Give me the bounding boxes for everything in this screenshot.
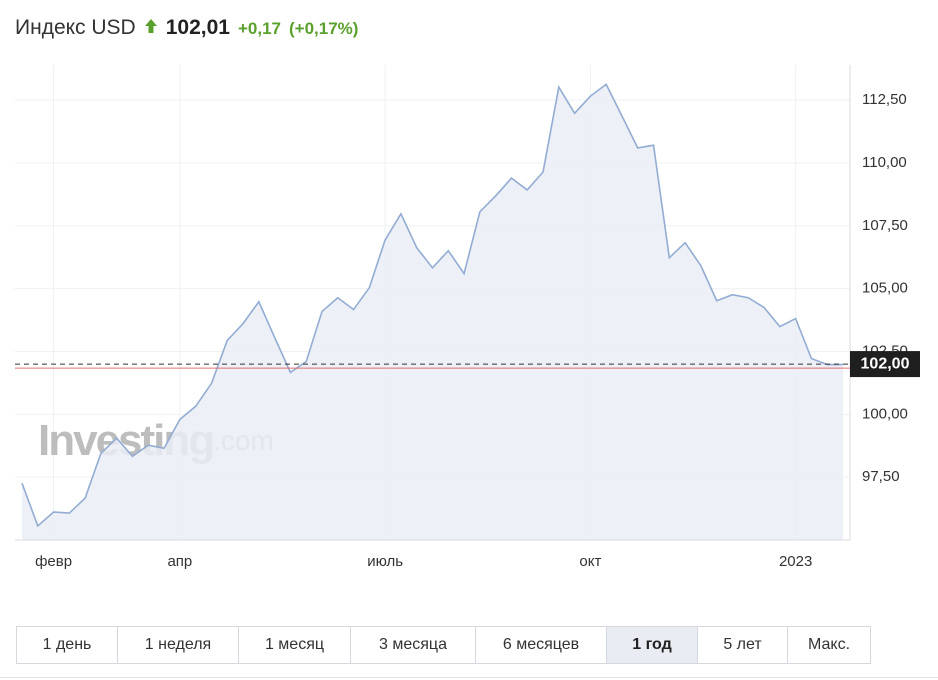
area-fill [22, 84, 843, 540]
x-tick-label: июль [367, 553, 403, 570]
range-buttons: 1 день 1 неделя 1 месяц 3 месяца 6 месяцев 1 … [16, 626, 871, 664]
range-button[interactable]: 5 лет [698, 627, 788, 663]
price-marker-box [850, 351, 920, 378]
range-button[interactable]: 6 месяцев [476, 627, 607, 663]
last-price: 102,01 [165, 16, 230, 39]
range-button[interactable]: 1 год [607, 627, 698, 663]
instrument-name: Индекс USD [15, 16, 136, 39]
x-tick-label: 2023 [779, 553, 812, 570]
range-button[interactable]: 1 неделя [118, 627, 239, 663]
range-button[interactable]: 1 день [17, 627, 118, 663]
price-line [21, 83, 843, 528]
quote-header: Индекс USD 102,01 +0,17 (+0,17%) [15, 16, 358, 40]
price-marker-label: 102,00 [861, 355, 910, 372]
y-tick-label: 97,50 [862, 468, 900, 485]
range-button[interactable]: 1 месяц [239, 627, 351, 663]
y-tick-label: 112,50 [862, 91, 907, 108]
x-tick-label: апр [167, 553, 192, 570]
range-button[interactable]: Макс. [807, 636, 851, 653]
y-tick-label: 105,00 [862, 280, 908, 297]
y-tick-label: 110,00 [862, 154, 907, 171]
change-percent: (+0,17%) [288, 19, 359, 38]
divider [0, 677, 938, 678]
x-tick-label: февр [35, 553, 72, 570]
up-arrow [144, 19, 157, 33]
chart: 97,50100,00102,50105,00107,50110,00112,5… [15, 65, 920, 570]
change: +0,17 [237, 19, 281, 38]
x-tick-label: окт [579, 553, 601, 570]
range-button[interactable]: 3 месяца [351, 627, 476, 663]
y-tick-label: 107,50 [862, 217, 908, 234]
y-tick-label: 100,00 [862, 405, 908, 422]
